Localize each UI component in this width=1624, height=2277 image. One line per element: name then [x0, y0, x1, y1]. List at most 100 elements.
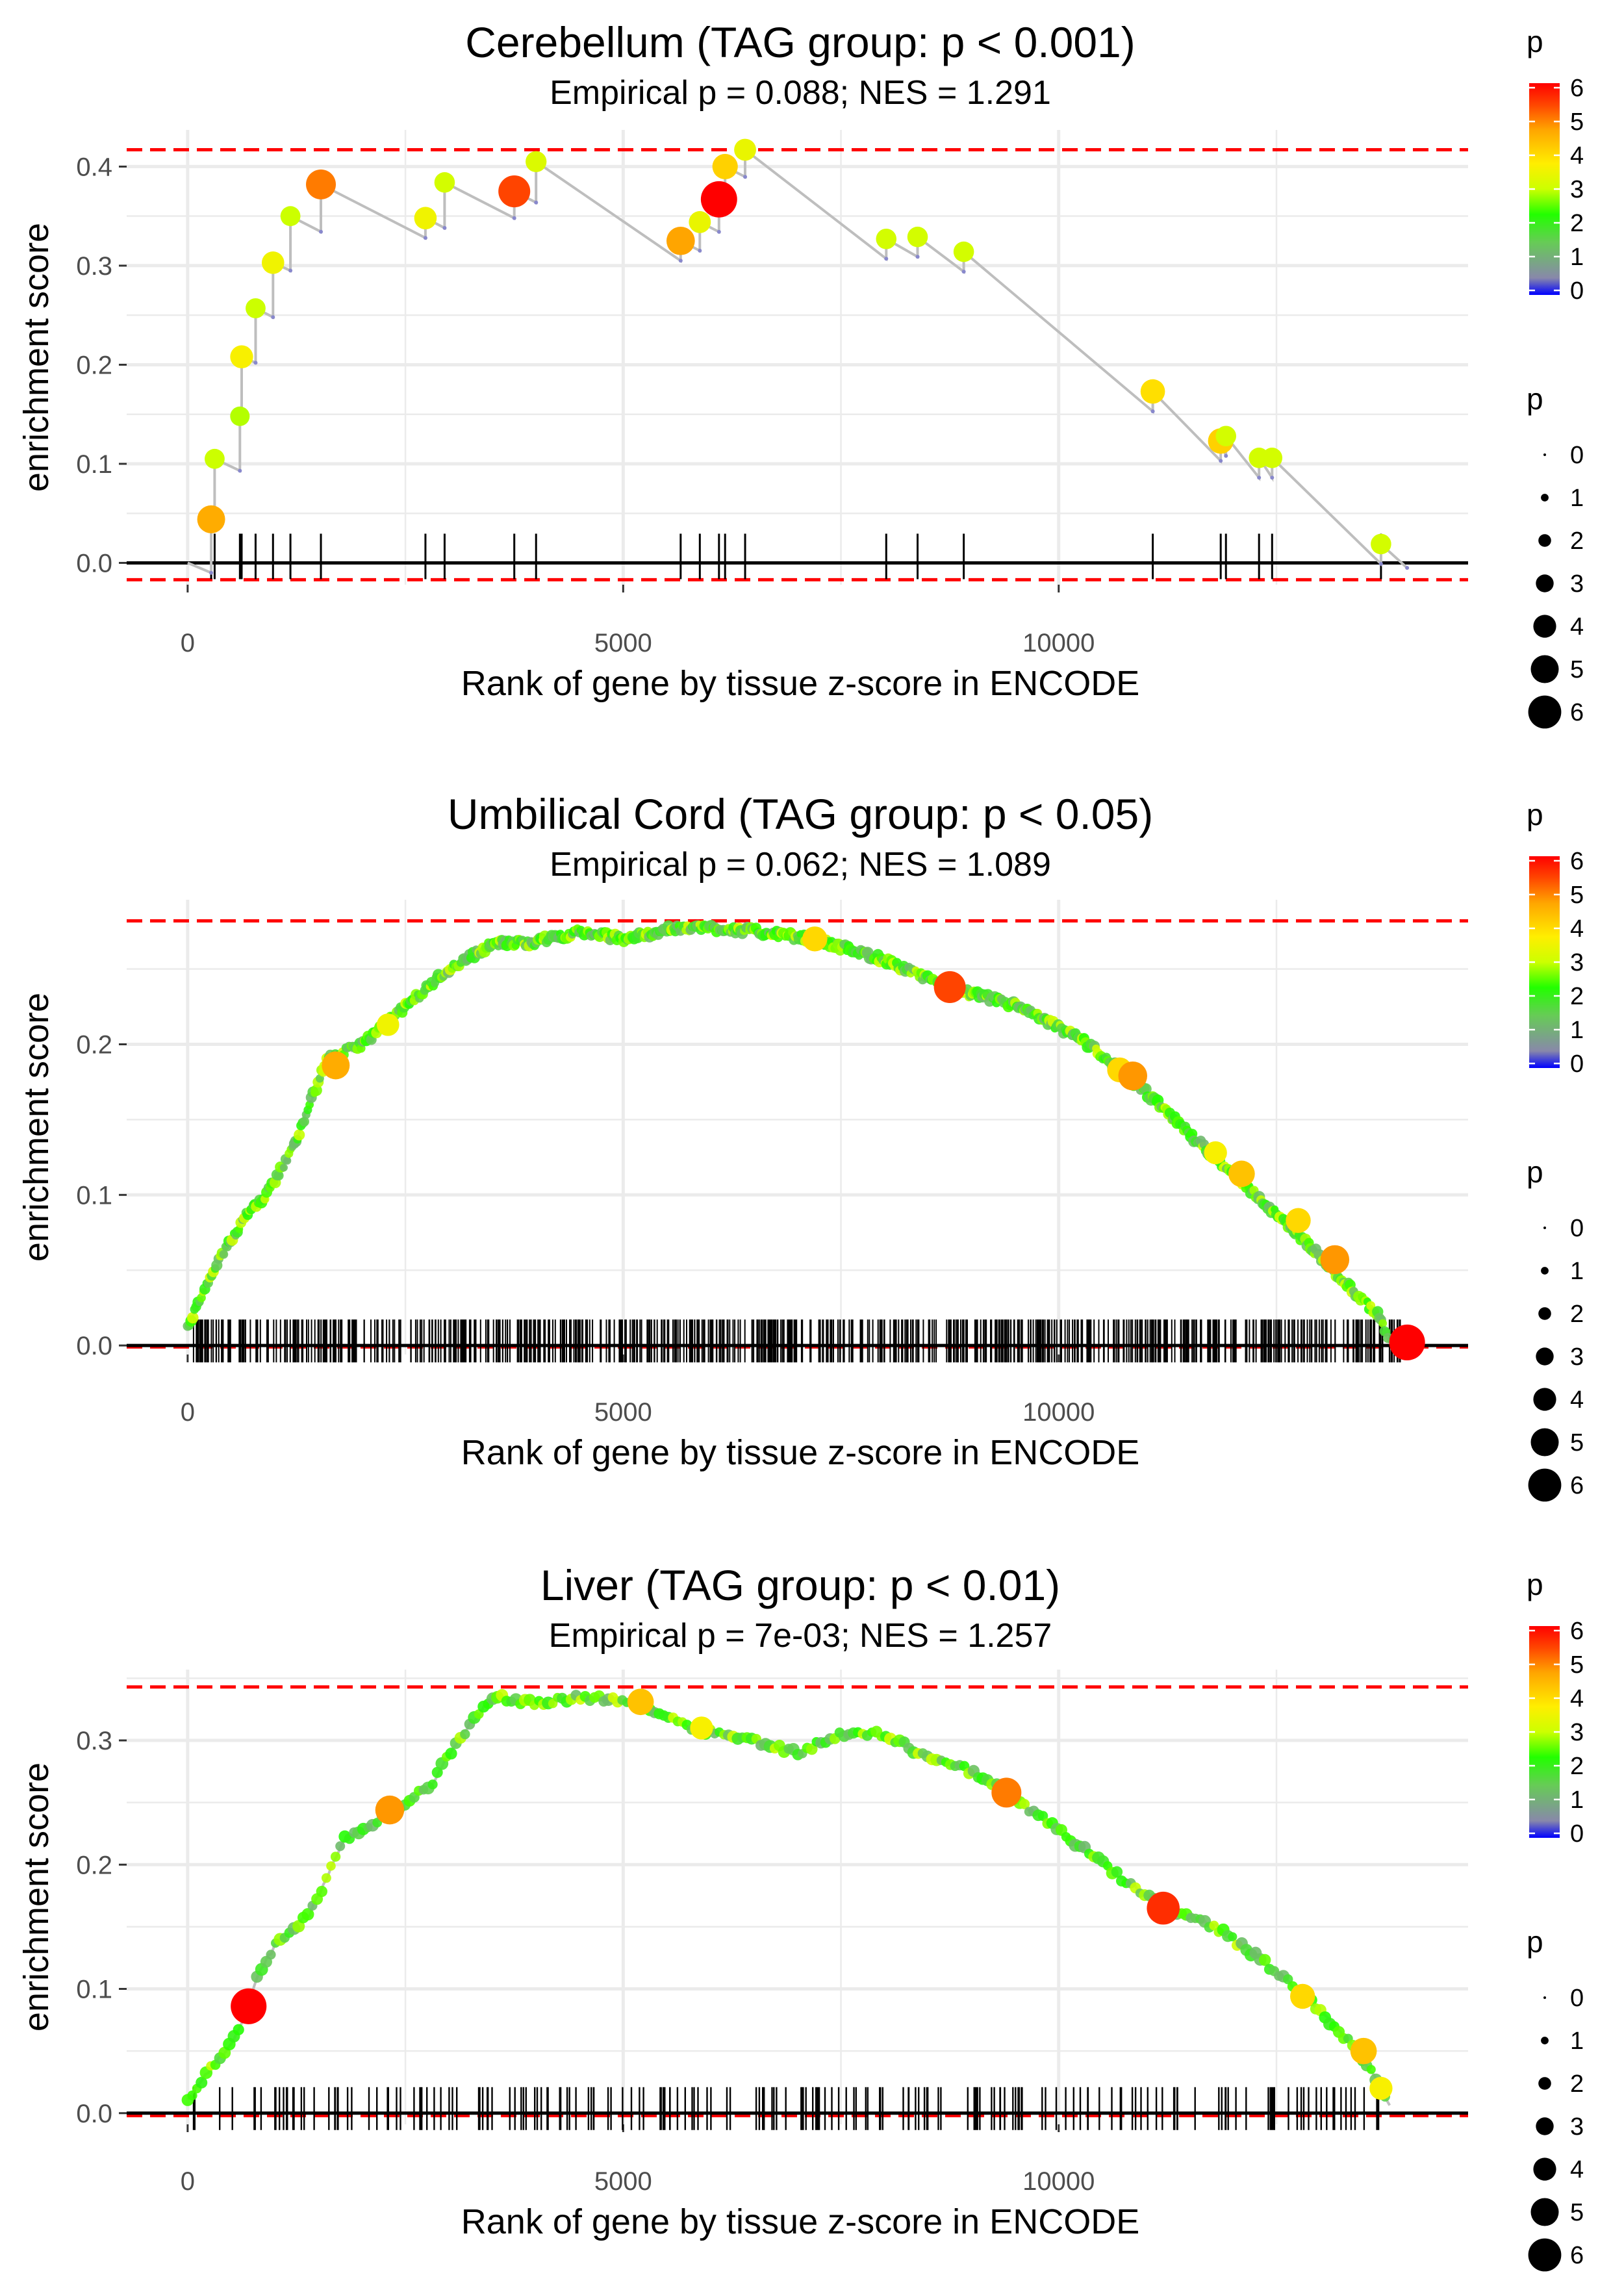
hit-point	[627, 1688, 654, 1716]
x-tick-label: 10000	[1022, 1398, 1095, 1427]
hit-point	[526, 151, 547, 172]
colorbar-tick-label: 1	[1570, 244, 1584, 271]
x-axis-label: Rank of gene by tissue z-score in ENCODE	[461, 2202, 1139, 2241]
curve-dot	[445, 1748, 457, 1760]
curve-dot	[1366, 2065, 1376, 2074]
running-sum-line	[186, 1694, 1391, 2106]
size-legend-key	[1533, 1388, 1556, 1411]
size-legend-key	[1541, 494, 1549, 502]
size-legend-label: 0	[1570, 1215, 1584, 1242]
step-dot	[743, 175, 748, 179]
hit-point	[666, 226, 695, 255]
hit-point	[689, 210, 711, 233]
curve-dot	[330, 1851, 341, 1862]
colorbar-tick-label: 4	[1570, 1685, 1584, 1712]
hit-point	[1369, 2076, 1393, 2100]
size-legend-title: p	[1527, 1155, 1543, 1189]
curve-dot	[196, 2076, 208, 2089]
panel-2: Umbilical Cord (TAG group: p < 0.05) Empi…	[17, 790, 1584, 1502]
x-tick-label: 5000	[594, 2167, 652, 2196]
colorbar-tick-label: 6	[1570, 75, 1584, 102]
curve-dot	[806, 1743, 818, 1755]
colorbar-tick-label: 3	[1570, 1719, 1584, 1746]
curve-dot	[1019, 1799, 1030, 1809]
chart-title: Cerebellum (TAG group: p < 0.001)	[465, 18, 1135, 66]
curve-dot	[427, 1779, 438, 1790]
hit-point	[375, 1795, 405, 1825]
size-legend-key	[1541, 2037, 1549, 2044]
step-dot	[884, 257, 889, 261]
hit-point	[734, 138, 756, 161]
size-legend-key	[1528, 2238, 1562, 2272]
y-tick-label: 0.0	[76, 1332, 112, 1360]
hit-point	[246, 298, 266, 318]
hit-point	[1147, 1891, 1180, 1925]
hit-point	[1118, 1061, 1147, 1091]
size-legend-key	[1536, 574, 1554, 592]
size-legend-label: 2	[1570, 1301, 1584, 1328]
curve-dot	[335, 1841, 346, 1851]
hit-point	[1228, 1160, 1255, 1188]
curve-dot	[294, 1129, 305, 1141]
colorbar-tick-label: 4	[1570, 142, 1584, 170]
x-tick-label: 0	[181, 2167, 195, 2196]
size-legend-key	[1543, 1227, 1546, 1229]
hit-point	[700, 181, 737, 218]
step-dot	[1219, 459, 1223, 463]
size-legend-label: 1	[1570, 1258, 1584, 1285]
step-dot	[1224, 453, 1228, 458]
hit-point	[280, 206, 301, 227]
curve-dot	[1037, 1811, 1048, 1822]
size-legend-label: 3	[1570, 570, 1584, 598]
step-dot	[678, 259, 683, 263]
curve-dot	[187, 2090, 197, 2101]
size-legend-key	[1536, 2117, 1554, 2135]
y-tick-label: 0.2	[76, 1031, 112, 1060]
size-legend-label: 4	[1570, 613, 1584, 641]
colorbar-tick-label: 1	[1570, 1787, 1584, 1814]
curve-dot	[279, 1164, 288, 1172]
colorbar-tick-label: 2	[1570, 983, 1584, 1010]
hit-point	[1389, 1324, 1425, 1361]
step-dot	[1270, 476, 1275, 480]
size-legend-label: 6	[1570, 1472, 1584, 1499]
hit-point	[1262, 448, 1283, 468]
y-axis-label: enrichment score	[17, 993, 56, 1262]
curve-dot	[1228, 1932, 1237, 1942]
curve-dot	[266, 1950, 276, 1960]
hit-point	[876, 228, 897, 249]
curve-dot	[273, 1170, 284, 1181]
hit-point	[953, 241, 974, 262]
hit-point	[1140, 379, 1165, 404]
size-legend-key	[1543, 453, 1546, 456]
size-legend-label: 5	[1570, 1429, 1584, 1457]
gene-rug	[192, 2087, 1380, 2130]
hit-point	[933, 971, 966, 1003]
colorbar-tick-label: 3	[1570, 176, 1584, 203]
curve-dot	[321, 1873, 331, 1883]
curve-dot	[233, 2024, 244, 2035]
size-legend-key	[1538, 1307, 1551, 1320]
size-legend-key	[1533, 615, 1556, 638]
hit-point	[261, 251, 285, 274]
size-legend-key	[1538, 2077, 1551, 2090]
curve-dot	[219, 1249, 229, 1259]
size-legend-label: 4	[1570, 2156, 1584, 2183]
size-legend-key	[1538, 534, 1551, 547]
y-axis-label: enrichment score	[17, 1762, 56, 2031]
curve-dots	[181, 1688, 1390, 2106]
size-legend-key	[1543, 1996, 1546, 1999]
hit-point	[322, 1051, 350, 1080]
grid	[127, 900, 1468, 1355]
curve-dots	[183, 920, 1393, 1343]
size-legend-title: p	[1527, 1925, 1543, 1959]
step-dot	[1405, 566, 1410, 570]
size-legend-label: 6	[1570, 2242, 1584, 2269]
hit-point	[1286, 1208, 1311, 1233]
size-legend-key	[1530, 655, 1559, 683]
size-legend-label: 0	[1570, 442, 1584, 469]
size-legend-label: 5	[1570, 656, 1584, 683]
